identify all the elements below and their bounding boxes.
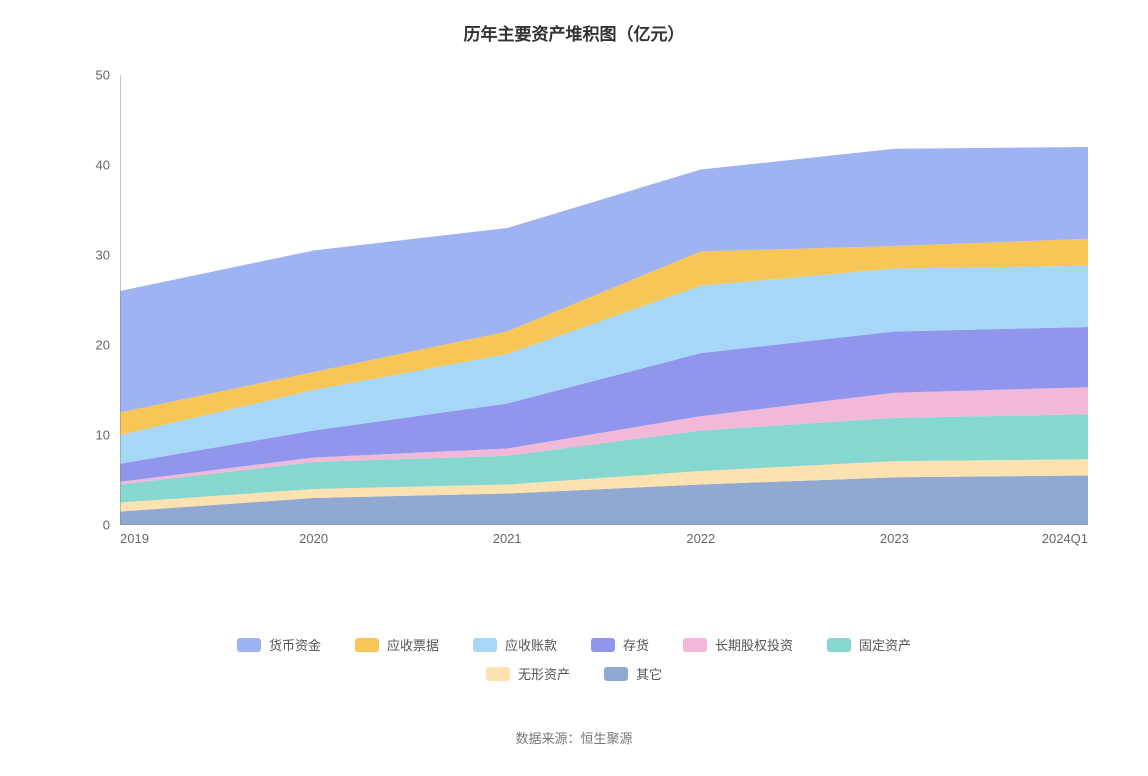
x-tick-label: 2021 bbox=[493, 531, 522, 546]
legend-swatch bbox=[591, 638, 615, 652]
x-axis: 2019 2020 2021 2022 2023 2024Q1 bbox=[120, 525, 1088, 555]
x-tick-label: 2020 bbox=[299, 531, 328, 546]
legend-item[interactable]: 货币资金 bbox=[237, 635, 321, 654]
legend-label: 货币资金 bbox=[269, 635, 321, 654]
y-tick-label: 0 bbox=[103, 518, 110, 533]
legend-item[interactable]: 固定资产 bbox=[827, 635, 911, 654]
chart-container: 历年主要资产堆积图（亿元） 01020304050 20192020202120… bbox=[0, 0, 1148, 747]
legend-label: 应收账款 bbox=[505, 635, 557, 654]
legend-item[interactable]: 存货 bbox=[591, 635, 649, 654]
data-source-label: 数据来源：恒生聚源 bbox=[60, 728, 1088, 747]
x-tick-label: 2022 bbox=[686, 531, 715, 546]
legend-label: 其它 bbox=[636, 664, 662, 683]
legend-label: 长期股权投资 bbox=[715, 635, 793, 654]
y-tick-label: 50 bbox=[96, 68, 110, 83]
legend-item[interactable]: 长期股权投资 bbox=[683, 635, 793, 654]
legend-swatch bbox=[683, 638, 707, 652]
legend-label: 应收票据 bbox=[387, 635, 439, 654]
stacked-area-svg bbox=[120, 75, 1088, 525]
legend-label: 固定资产 bbox=[859, 635, 911, 654]
legend-swatch bbox=[237, 638, 261, 652]
legend-swatch bbox=[827, 638, 851, 652]
plot-region bbox=[120, 75, 1088, 525]
legend-swatch bbox=[486, 667, 510, 681]
y-tick-label: 10 bbox=[96, 428, 110, 443]
legend: 货币资金 应收票据 应收账款 存货 长期股权投资 固定资产无形资产 其它 bbox=[184, 635, 964, 683]
legend-item[interactable]: 其它 bbox=[604, 664, 662, 683]
legend-swatch bbox=[473, 638, 497, 652]
legend-swatch bbox=[355, 638, 379, 652]
chart-area: 01020304050 201920202021202220232024Q1 bbox=[60, 75, 1088, 555]
legend-item[interactable]: 应收账款 bbox=[473, 635, 557, 654]
x-tick-label: 2024Q1 bbox=[1042, 531, 1088, 546]
legend-item[interactable]: 应收票据 bbox=[355, 635, 439, 654]
y-tick-label: 20 bbox=[96, 338, 110, 353]
y-tick-label: 40 bbox=[96, 158, 110, 173]
legend-item[interactable]: 无形资产 bbox=[486, 664, 570, 683]
y-tick-label: 30 bbox=[96, 248, 110, 263]
y-axis: 01020304050 bbox=[60, 75, 120, 525]
x-tick-label: 2019 bbox=[120, 531, 149, 546]
chart-title: 历年主要资产堆积图（亿元） bbox=[60, 20, 1088, 45]
legend-swatch bbox=[604, 667, 628, 681]
x-tick-label: 2023 bbox=[880, 531, 909, 546]
legend-label: 存货 bbox=[623, 635, 649, 654]
legend-label: 无形资产 bbox=[518, 664, 570, 683]
